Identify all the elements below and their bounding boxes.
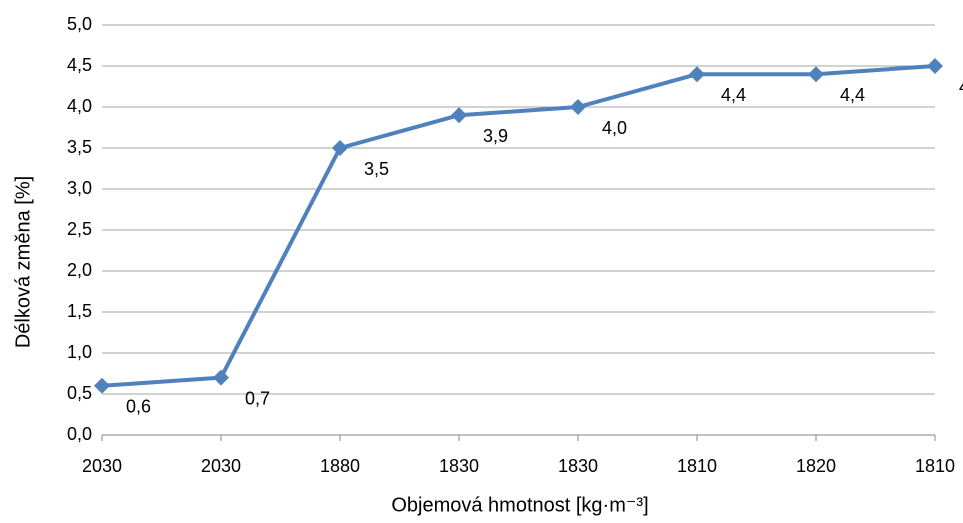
x-tick-label: 1880 [320, 456, 360, 476]
data-label: 4,5 [959, 77, 963, 97]
data-label: 4,4 [721, 85, 746, 105]
x-tick-label: 2030 [201, 456, 241, 476]
data-label: 3,5 [364, 159, 389, 179]
y-tick-label: 0,0 [67, 424, 92, 444]
y-tick-label: 5,0 [67, 14, 92, 34]
x-tick-label: 1810 [677, 456, 717, 476]
x-axis-label: Objemová hmotnost [kg·m⁻³] [391, 494, 648, 516]
y-tick-label: 4,5 [67, 55, 92, 75]
data-label: 4,0 [602, 118, 627, 138]
marker [689, 66, 705, 83]
series-line [101, 64, 936, 388]
data-label: 0,6 [126, 397, 151, 417]
x-tick-label: 1810 [915, 456, 955, 476]
marker [451, 107, 467, 124]
x-tick-label: 2030 [82, 456, 122, 476]
y-tick-label: 3,5 [67, 137, 92, 157]
y-tick-label: 2,5 [67, 219, 92, 239]
marker [927, 58, 943, 74]
y-tick-label: 3,0 [67, 178, 92, 198]
marker [213, 369, 229, 386]
y-tick-label: 1,5 [67, 301, 92, 321]
data-label: 0,7 [245, 388, 270, 408]
y-tick-label: 0,5 [67, 383, 92, 403]
marker [570, 99, 586, 115]
marker [808, 66, 824, 83]
y-tick-label: 1,0 [67, 342, 92, 362]
x-tick-label: 1830 [558, 456, 598, 476]
y-axis-label: Délková změna [%] [12, 176, 34, 348]
x-tick-label: 1830 [439, 456, 479, 476]
x-tick-label: 1820 [796, 456, 836, 476]
data-label: 4,4 [840, 85, 865, 105]
data-label: 3,9 [483, 126, 508, 146]
y-tick-label: 4,0 [67, 96, 92, 116]
y-tick-label: 2,0 [67, 260, 92, 280]
marker [332, 140, 348, 156]
marker [94, 377, 110, 394]
